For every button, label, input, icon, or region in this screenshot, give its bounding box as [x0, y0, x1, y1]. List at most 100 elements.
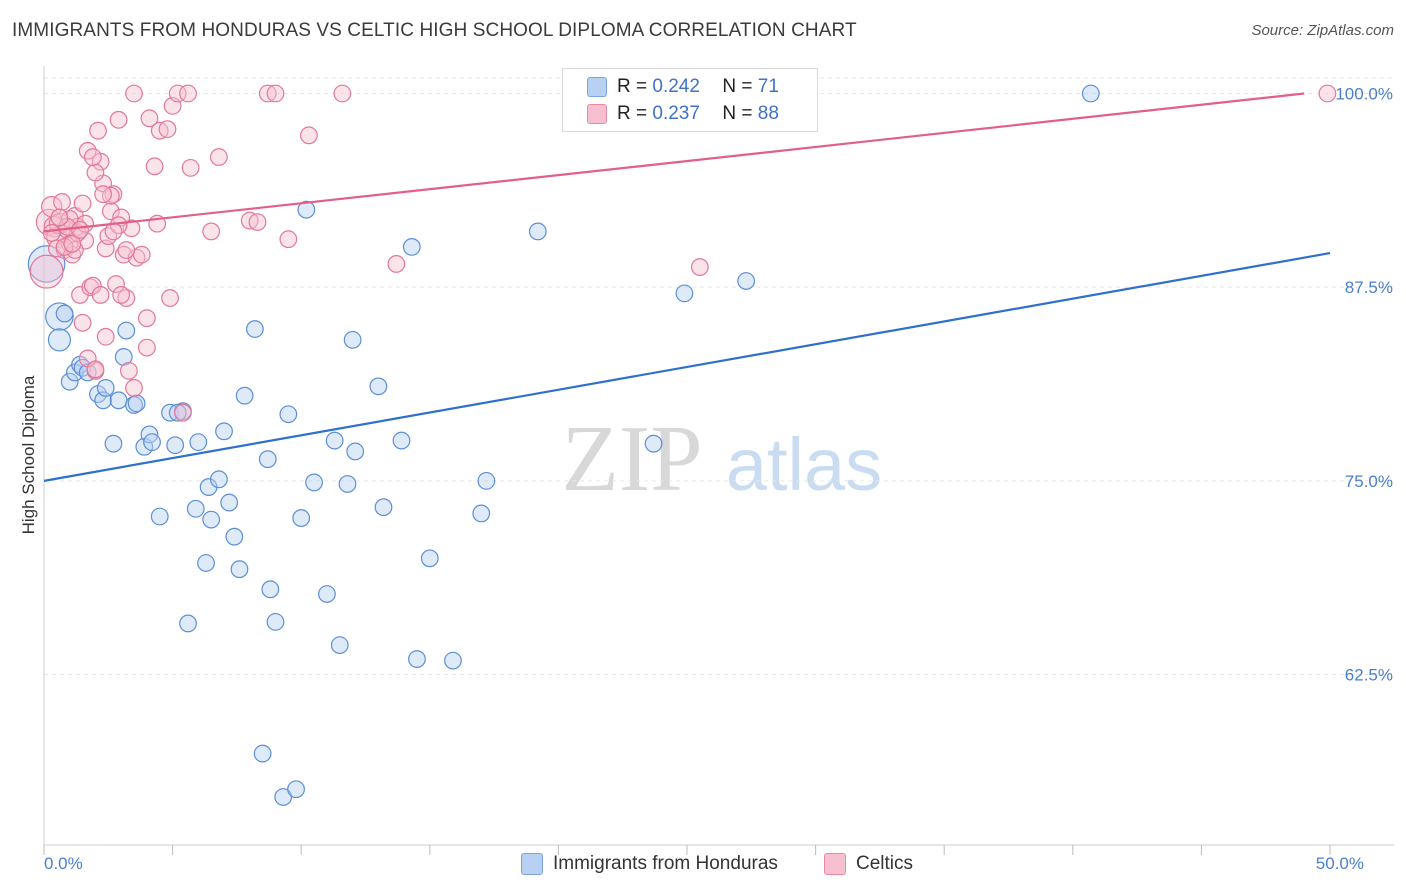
legend-r-value: 0.242 — [652, 76, 700, 97]
data-point — [96, 327, 115, 346]
data-point — [27, 245, 66, 283]
data-point — [338, 475, 357, 493]
data-point — [444, 651, 462, 670]
data-point — [230, 560, 249, 579]
data-point — [114, 348, 133, 366]
data-point — [143, 433, 161, 452]
trend-line-celtics — [43, 92, 1305, 233]
data-point — [55, 304, 74, 323]
chart-title: IMMIGRANTS FROM HONDURAS VS CELTIC HIGH … — [12, 20, 857, 41]
y-tick-label: 62.5% — [1345, 666, 1393, 685]
data-point — [690, 258, 709, 276]
data-point — [246, 320, 264, 338]
data-point — [279, 405, 298, 424]
legend-row-honduras: R = 0.242 N = 71 — [587, 75, 779, 99]
y-tick-label: 75.0% — [1345, 472, 1393, 491]
data-point — [132, 245, 151, 264]
data-point — [248, 213, 267, 232]
data-point — [168, 403, 187, 422]
data-point — [258, 450, 277, 469]
data-point — [109, 391, 128, 410]
data-point — [374, 498, 393, 517]
bottom-legend-celtics: Celtics — [824, 852, 913, 876]
data-point — [179, 84, 197, 103]
series-celtics-points — [29, 84, 1337, 422]
x-tick-label: 0.0% — [44, 854, 83, 873]
data-point — [50, 208, 69, 227]
data-point — [104, 222, 123, 241]
x-tick-label: 50.0% — [1316, 854, 1364, 873]
data-point — [387, 255, 406, 273]
data-point — [287, 780, 305, 799]
data-point — [117, 241, 136, 259]
data-point — [125, 378, 143, 397]
data-point — [73, 194, 92, 213]
data-point — [274, 788, 293, 806]
data-point — [644, 434, 663, 453]
legend-swatch-celtics — [587, 104, 607, 124]
data-point — [96, 378, 115, 397]
legend-r-label: R = — [617, 76, 648, 97]
bottom-legend-label-honduras: Immigrants from Honduras — [553, 853, 778, 874]
stats-legend: R = 0.242 N = 71 R = 0.237 N = 88 — [562, 68, 818, 132]
data-point — [420, 549, 439, 568]
data-point — [60, 372, 79, 391]
data-point — [220, 493, 239, 512]
y-tick-label: 100.0% — [1335, 84, 1393, 103]
data-point — [47, 328, 72, 352]
data-point — [300, 126, 318, 145]
data-point — [261, 580, 280, 599]
legend-n-value: 71 — [757, 76, 779, 97]
y-tick-label: 87.5% — [1345, 278, 1393, 297]
data-point — [137, 338, 156, 357]
data-point — [63, 234, 82, 253]
data-point — [73, 313, 92, 332]
data-point — [109, 110, 128, 129]
legend-r-value: 0.237 — [652, 103, 700, 124]
data-point — [91, 286, 110, 304]
data-point — [392, 431, 411, 450]
data-point — [279, 230, 298, 249]
data-point — [292, 509, 311, 527]
data-point — [86, 360, 105, 379]
trend-line-honduras — [43, 252, 1331, 482]
data-point — [127, 394, 146, 413]
legend-row-celtics: R = 0.237 N = 88 — [587, 102, 779, 126]
data-point — [179, 614, 197, 633]
data-point — [477, 471, 496, 490]
data-point — [117, 321, 136, 340]
data-point — [107, 275, 125, 293]
data-point — [675, 284, 694, 303]
data-point — [101, 202, 120, 221]
legend-r-label: R = — [617, 103, 648, 124]
data-point — [402, 237, 421, 256]
data-point — [125, 84, 143, 103]
data-point — [145, 157, 164, 176]
data-point — [71, 220, 89, 239]
data-point — [737, 272, 756, 290]
trend-lines — [43, 92, 1331, 482]
data-point — [168, 84, 187, 103]
bottom-legend-swatch-celtics — [824, 853, 846, 875]
data-point — [53, 193, 71, 211]
data-point — [235, 386, 254, 405]
source-credit: Source: ZipAtlas.com — [1251, 22, 1394, 39]
data-point — [42, 224, 61, 242]
legend-n-value: 88 — [757, 103, 779, 124]
data-point — [225, 527, 244, 546]
data-point — [1081, 84, 1100, 103]
data-point — [305, 473, 323, 492]
bottom-legend-swatch-honduras — [521, 853, 543, 875]
bottom-legend-honduras: Immigrants from Honduras — [521, 852, 778, 876]
data-point — [166, 436, 185, 455]
data-point — [297, 200, 316, 219]
gridlines — [44, 77, 1394, 676]
data-point — [369, 377, 388, 396]
data-point — [197, 554, 215, 572]
data-point — [158, 120, 177, 139]
data-point — [528, 222, 547, 241]
data-point — [209, 470, 228, 489]
data-point — [117, 289, 136, 307]
data-point — [181, 158, 200, 177]
